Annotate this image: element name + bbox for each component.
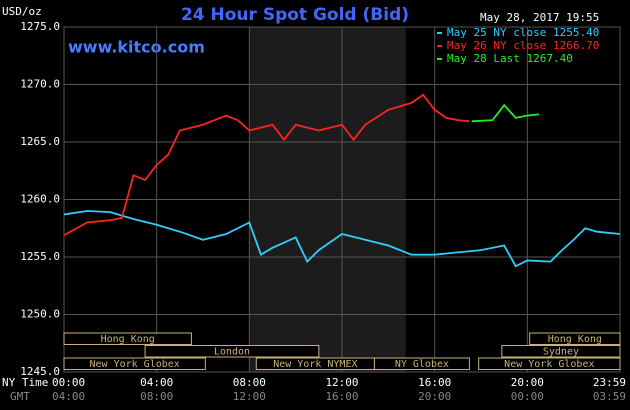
y-tick-label: 1260.0 [20,193,60,206]
series-line [63,93,470,236]
legend-label: May 25 NY close 1255.40 [447,26,599,39]
x2-row-label: GMT [10,390,30,403]
legend-label: May 28 Last 1267.40 [447,52,573,65]
session-bar [501,345,621,358]
session-label: Sydney [543,347,579,358]
series-line [471,103,540,123]
session-label: London [214,347,250,358]
y-tick-label: 1255.0 [20,250,60,263]
session-bar [63,332,192,345]
session-label: New York Globex [504,359,594,370]
session-label: New York NYMEX [273,359,357,370]
x2-tick-label: 16:00 [325,390,358,403]
x-row-label: NY Time [2,376,48,389]
y-tick-label: 1245.0 [20,365,60,378]
x-tick-label: 16:00 [418,376,451,389]
x2-tick-label: 12:00 [233,390,266,403]
watermark: www.kitco.com [68,38,205,57]
legend-swatch [437,32,442,34]
legend-swatch [437,45,442,47]
session-bar [373,357,470,370]
chart-title: 24 Hour Spot Gold (Bid) [181,5,409,25]
legend-label: May 26 NY close 1266.70 [447,39,599,52]
y-axis-label: USD/oz [2,5,42,18]
series-line [63,210,621,268]
legend-swatch [437,58,442,60]
session-label: NY Globex [395,359,449,370]
x-tick-label: 12:00 [325,376,358,389]
timestamp: May 28, 2017 19:55 [480,11,599,24]
x-tick-label: 08:00 [233,376,266,389]
x2-tick-label: 20:00 [418,390,451,403]
x-tick-label: 04:00 [140,376,173,389]
y-tick-label: 1265.0 [20,135,60,148]
y-tick-label: 1275.0 [20,20,60,33]
x2-tick-label: 03:59 [593,390,626,403]
x2-tick-label: 00:00 [511,390,544,403]
x-tick-label: 23:59 [593,376,626,389]
session-label: New York Globex [90,359,180,370]
session-label: Hong Kong [101,334,155,345]
y-tick-label: 1270.0 [20,78,60,91]
x-tick-label: 00:00 [52,376,85,389]
x2-tick-label: 08:00 [140,390,173,403]
x2-tick-label: 04:00 [52,390,85,403]
session-bar [529,332,621,345]
y-tick-label: 1250.0 [20,308,60,321]
session-bar [63,357,206,370]
session-bar [144,345,320,358]
x-tick-label: 20:00 [511,376,544,389]
session-bar [478,357,621,370]
session-label: Hong Kong [548,334,602,345]
